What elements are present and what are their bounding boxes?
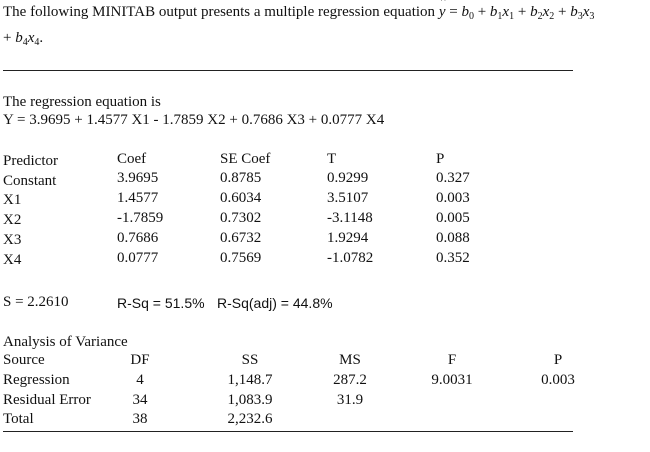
se-coef-cell: 0.7302: [220, 210, 262, 226]
df-cell: 38: [132, 411, 148, 427]
col-ms: MS: [339, 352, 361, 368]
t-cell: -1.0782: [327, 250, 374, 266]
r-sq-adj-value: R-Sq(adj) = 44.8%: [217, 295, 333, 311]
col-p: P: [436, 151, 445, 167]
se-coef-cell: 0.6034: [220, 190, 262, 206]
source-cell: Total: [3, 411, 34, 427]
t-cell: 1.9294: [327, 230, 369, 246]
bottom-divider: [3, 431, 573, 432]
top-divider: [3, 70, 573, 71]
ms-cell: 287.2: [333, 372, 367, 388]
se-coef-cell: 0.7569: [220, 250, 262, 266]
coef-cell: -1.7859: [117, 210, 164, 226]
coef-cell: 1.4577: [117, 190, 159, 206]
col-df: DF: [130, 352, 150, 368]
col-coef: Coef: [117, 151, 147, 167]
t-cell: 0.9299: [327, 170, 369, 186]
predictor-cell: X2: [3, 212, 22, 228]
col-source: Source: [3, 352, 45, 368]
source-cell: Residual Error: [3, 392, 91, 408]
ss-cell: 2,232.6: [227, 411, 273, 427]
y-hat-symbol: ^ y: [438, 0, 446, 20]
coef-cell: 0.0777: [117, 250, 159, 266]
p-cell: 0.005: [436, 210, 470, 226]
col-t: T: [327, 151, 337, 167]
anova-heading: Analysis of Variance: [3, 334, 128, 350]
se-coef-cell: 0.8785: [220, 170, 262, 186]
col-se-coef: SE Coef: [220, 151, 271, 167]
predictor-cell: X3: [3, 232, 22, 248]
ms-cell: 31.9: [336, 392, 364, 408]
se-coef-cell: 0.6732: [220, 230, 262, 246]
p-cell: 0.327: [436, 170, 470, 186]
df-cell: 34: [132, 392, 148, 408]
intro-line-2: + b4x4.: [3, 30, 44, 48]
ss-cell: 1,083.9: [227, 392, 273, 408]
predictor-cell: Constant: [3, 173, 57, 189]
t-cell: 3.5107: [327, 190, 369, 206]
col-anova-p: P: [553, 352, 563, 368]
coef-cell: 3.9695: [117, 170, 159, 186]
regression-equation: Y = 3.9695 + 1.4577 X1 - 1.7859 X2 + 0.7…: [3, 112, 385, 128]
df-cell: 4: [136, 372, 144, 388]
source-cell: Regression: [3, 372, 70, 388]
regression-heading: The regression equation is: [3, 94, 161, 110]
f-cell: 9.0031: [431, 372, 473, 388]
ss-cell: 1,148.7: [227, 372, 273, 388]
r-sq-value: R-Sq = 51.5%: [117, 295, 205, 311]
p-cell: 0.003: [541, 372, 575, 388]
col-ss: SS: [241, 352, 259, 368]
intro-line-1: The following MINITAB output presents a …: [3, 0, 595, 22]
p-cell: 0.003: [436, 190, 470, 206]
predictor-cell: X1: [3, 192, 22, 208]
predictor-cell: X4: [3, 252, 22, 268]
coef-cell: 0.7686: [117, 230, 159, 246]
intro-text: The following MINITAB output presents a …: [3, 4, 436, 20]
s-value: S = 2.2610: [3, 294, 69, 310]
col-f: F: [447, 352, 457, 368]
t-cell: -3.1148: [327, 210, 373, 226]
p-cell: 0.352: [436, 250, 470, 266]
col-predictor: Predictor: [3, 153, 58, 169]
p-cell: 0.088: [436, 230, 470, 246]
